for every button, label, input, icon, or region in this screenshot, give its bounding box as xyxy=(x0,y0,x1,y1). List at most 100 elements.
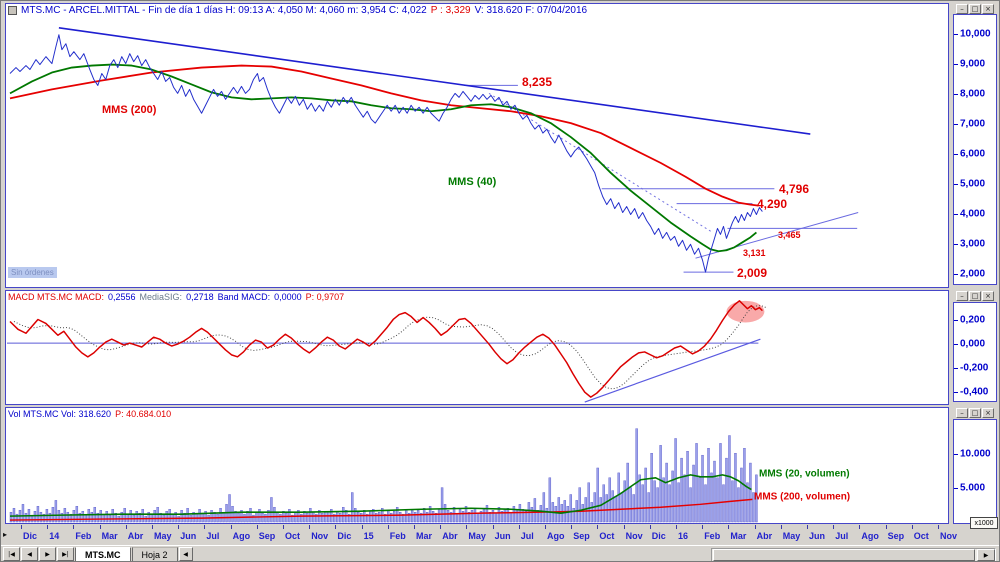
ma-label: 3,131 xyxy=(743,248,766,258)
volume-canvas[interactable] xyxy=(6,408,948,523)
price-chart-panel[interactable] xyxy=(5,3,949,288)
price-level-label: 4,796 xyxy=(779,182,810,196)
x-axis-label: Jul xyxy=(835,531,849,541)
quote-header: MTS.MC - ARCEL.MITTAL - Fin de día 1 día… xyxy=(8,5,591,16)
x-axis-tick xyxy=(361,525,363,529)
x-axis-tick xyxy=(754,525,756,529)
x-axis-tick xyxy=(938,525,939,529)
minimize-button[interactable]: – xyxy=(956,408,968,418)
axis-tick xyxy=(954,368,958,369)
axis-tick xyxy=(954,184,958,185)
tab-nav-first-button[interactable]: |◀ xyxy=(3,547,20,561)
x-axis-tick xyxy=(73,525,75,529)
axis-tick xyxy=(954,214,958,215)
x-axis-tick xyxy=(807,525,808,529)
horizontal-scrollbar[interactable]: ▶ xyxy=(711,548,996,561)
no-orders-badge: Sin órdenes xyxy=(8,267,57,278)
restore-button[interactable]: □ xyxy=(969,291,981,301)
volume-panel[interactable] xyxy=(5,407,949,524)
x-axis-label: Mar xyxy=(730,531,747,541)
close-button[interactable]: × xyxy=(982,291,994,301)
x-axis-label: Abr xyxy=(756,531,773,541)
x-axis-label: Abr xyxy=(442,531,458,541)
x-axis-tick xyxy=(309,525,311,529)
xaxis-arrow-icon: ▸ xyxy=(3,530,8,539)
price-level-label: 2,009 xyxy=(737,266,768,280)
scrollbar-thumb[interactable] xyxy=(713,549,975,561)
price-y-axis: 10,000 9,000 8,000 7,000 6,000 5,000 4,000 3,00… xyxy=(953,14,997,285)
tab-nav-next-button[interactable]: ▶ xyxy=(39,547,56,561)
x-axis-tick xyxy=(440,525,442,529)
x-axis-tick xyxy=(597,525,599,529)
axis-tick xyxy=(954,454,958,455)
tab-hoja2[interactable]: Hoja 2 xyxy=(131,547,178,561)
x-axis-tick xyxy=(178,525,180,529)
minimize-button[interactable]: – xyxy=(956,4,968,14)
x-axis-label: 14 xyxy=(49,531,60,541)
x-axis-tick xyxy=(676,525,677,529)
axis-label: 2,000 xyxy=(960,268,986,280)
axis-label: -0,400 xyxy=(960,386,989,398)
volume-header: Vol MTS.MC Vol: 318.620 P: 40.684.010 xyxy=(8,409,175,419)
tab-nav-prev-button[interactable]: ◀ xyxy=(21,547,38,561)
x-axis-tick xyxy=(859,525,861,529)
scroll-right-button[interactable]: ▶ xyxy=(977,549,995,561)
x-axis-label: Feb xyxy=(389,531,406,541)
x-axis-label: Feb xyxy=(75,531,92,541)
axis-label: 7,000 xyxy=(960,118,986,130)
x-axis-label: Nov xyxy=(311,531,329,541)
axis-tick xyxy=(954,64,958,65)
close-button[interactable]: × xyxy=(982,4,994,14)
x-axis-label: Ago xyxy=(861,531,879,541)
x-axis-tick xyxy=(99,525,101,529)
x-axis-tick xyxy=(518,525,520,529)
axis-tick xyxy=(954,320,958,321)
axis-label: 5,000 xyxy=(960,178,986,190)
axis-tick xyxy=(954,154,958,155)
minimize-button[interactable]: – xyxy=(956,291,968,301)
x-axis-label: 15 xyxy=(363,531,374,541)
price-level-label: 3,465 xyxy=(778,230,801,240)
restore-button[interactable]: □ xyxy=(969,4,981,14)
x-axis-tick xyxy=(833,525,835,529)
x-axis-label: Sep xyxy=(887,531,905,541)
x-axis-label: Sep xyxy=(573,531,590,541)
x-axis-tick xyxy=(256,525,258,529)
x-axis-tick xyxy=(571,525,573,529)
axis-tick xyxy=(954,274,958,275)
macd-canvas[interactable] xyxy=(6,291,948,404)
volume-ma-label: MMS (200, volumen) xyxy=(754,491,851,503)
axis-label: 10.000 xyxy=(960,448,991,460)
x-axis-label: Jun xyxy=(809,531,826,541)
x-axis-label: Nov xyxy=(940,531,958,541)
panel-3-window-controls: – □ × xyxy=(956,408,994,418)
price-chart-canvas[interactable] xyxy=(6,4,948,287)
macd-header: MACD MTS.MC MACD: 0,2556 MediaSIG: 0,2718 Ba… xyxy=(8,292,348,302)
x-axis-label: Oct xyxy=(599,531,615,541)
close-button[interactable]: × xyxy=(982,408,994,418)
x-axis-label: Mar xyxy=(416,531,433,541)
axis-label: 5.000 xyxy=(960,482,986,494)
tab-nav-last-button[interactable]: ▶| xyxy=(57,547,74,561)
x-axis-label: May xyxy=(782,531,801,541)
restore-button[interactable]: □ xyxy=(969,408,981,418)
x-axis-label: May xyxy=(154,531,172,541)
tab-scroll-left-button[interactable]: ◀ xyxy=(178,547,193,561)
x-axis-label: Jul xyxy=(206,531,220,541)
x-axis-tick xyxy=(728,525,730,529)
x-axis-label: May xyxy=(468,531,486,541)
x-axis-label: 16 xyxy=(678,531,689,541)
x-axis-label: Oct xyxy=(285,531,301,541)
x-axis-tick xyxy=(466,525,468,529)
macd-header-text: MACD MTS.MC MACD: 0,2556 MediaSIG: 0,2718 Ba… xyxy=(8,292,345,302)
x-axis-tick xyxy=(152,525,153,529)
x-axis-tick xyxy=(492,525,494,529)
axis-tick xyxy=(954,392,958,393)
macd-panel[interactable] xyxy=(5,290,949,405)
x-axis-tick xyxy=(702,525,704,529)
macd-y-axis: 0,200 0,000 -0,200 -0,400 xyxy=(953,302,997,402)
x-axis-label: Ago xyxy=(232,531,251,541)
x-axis-label: Dic xyxy=(23,531,38,541)
tab-mtsmc[interactable]: MTS.MC xyxy=(75,547,131,561)
